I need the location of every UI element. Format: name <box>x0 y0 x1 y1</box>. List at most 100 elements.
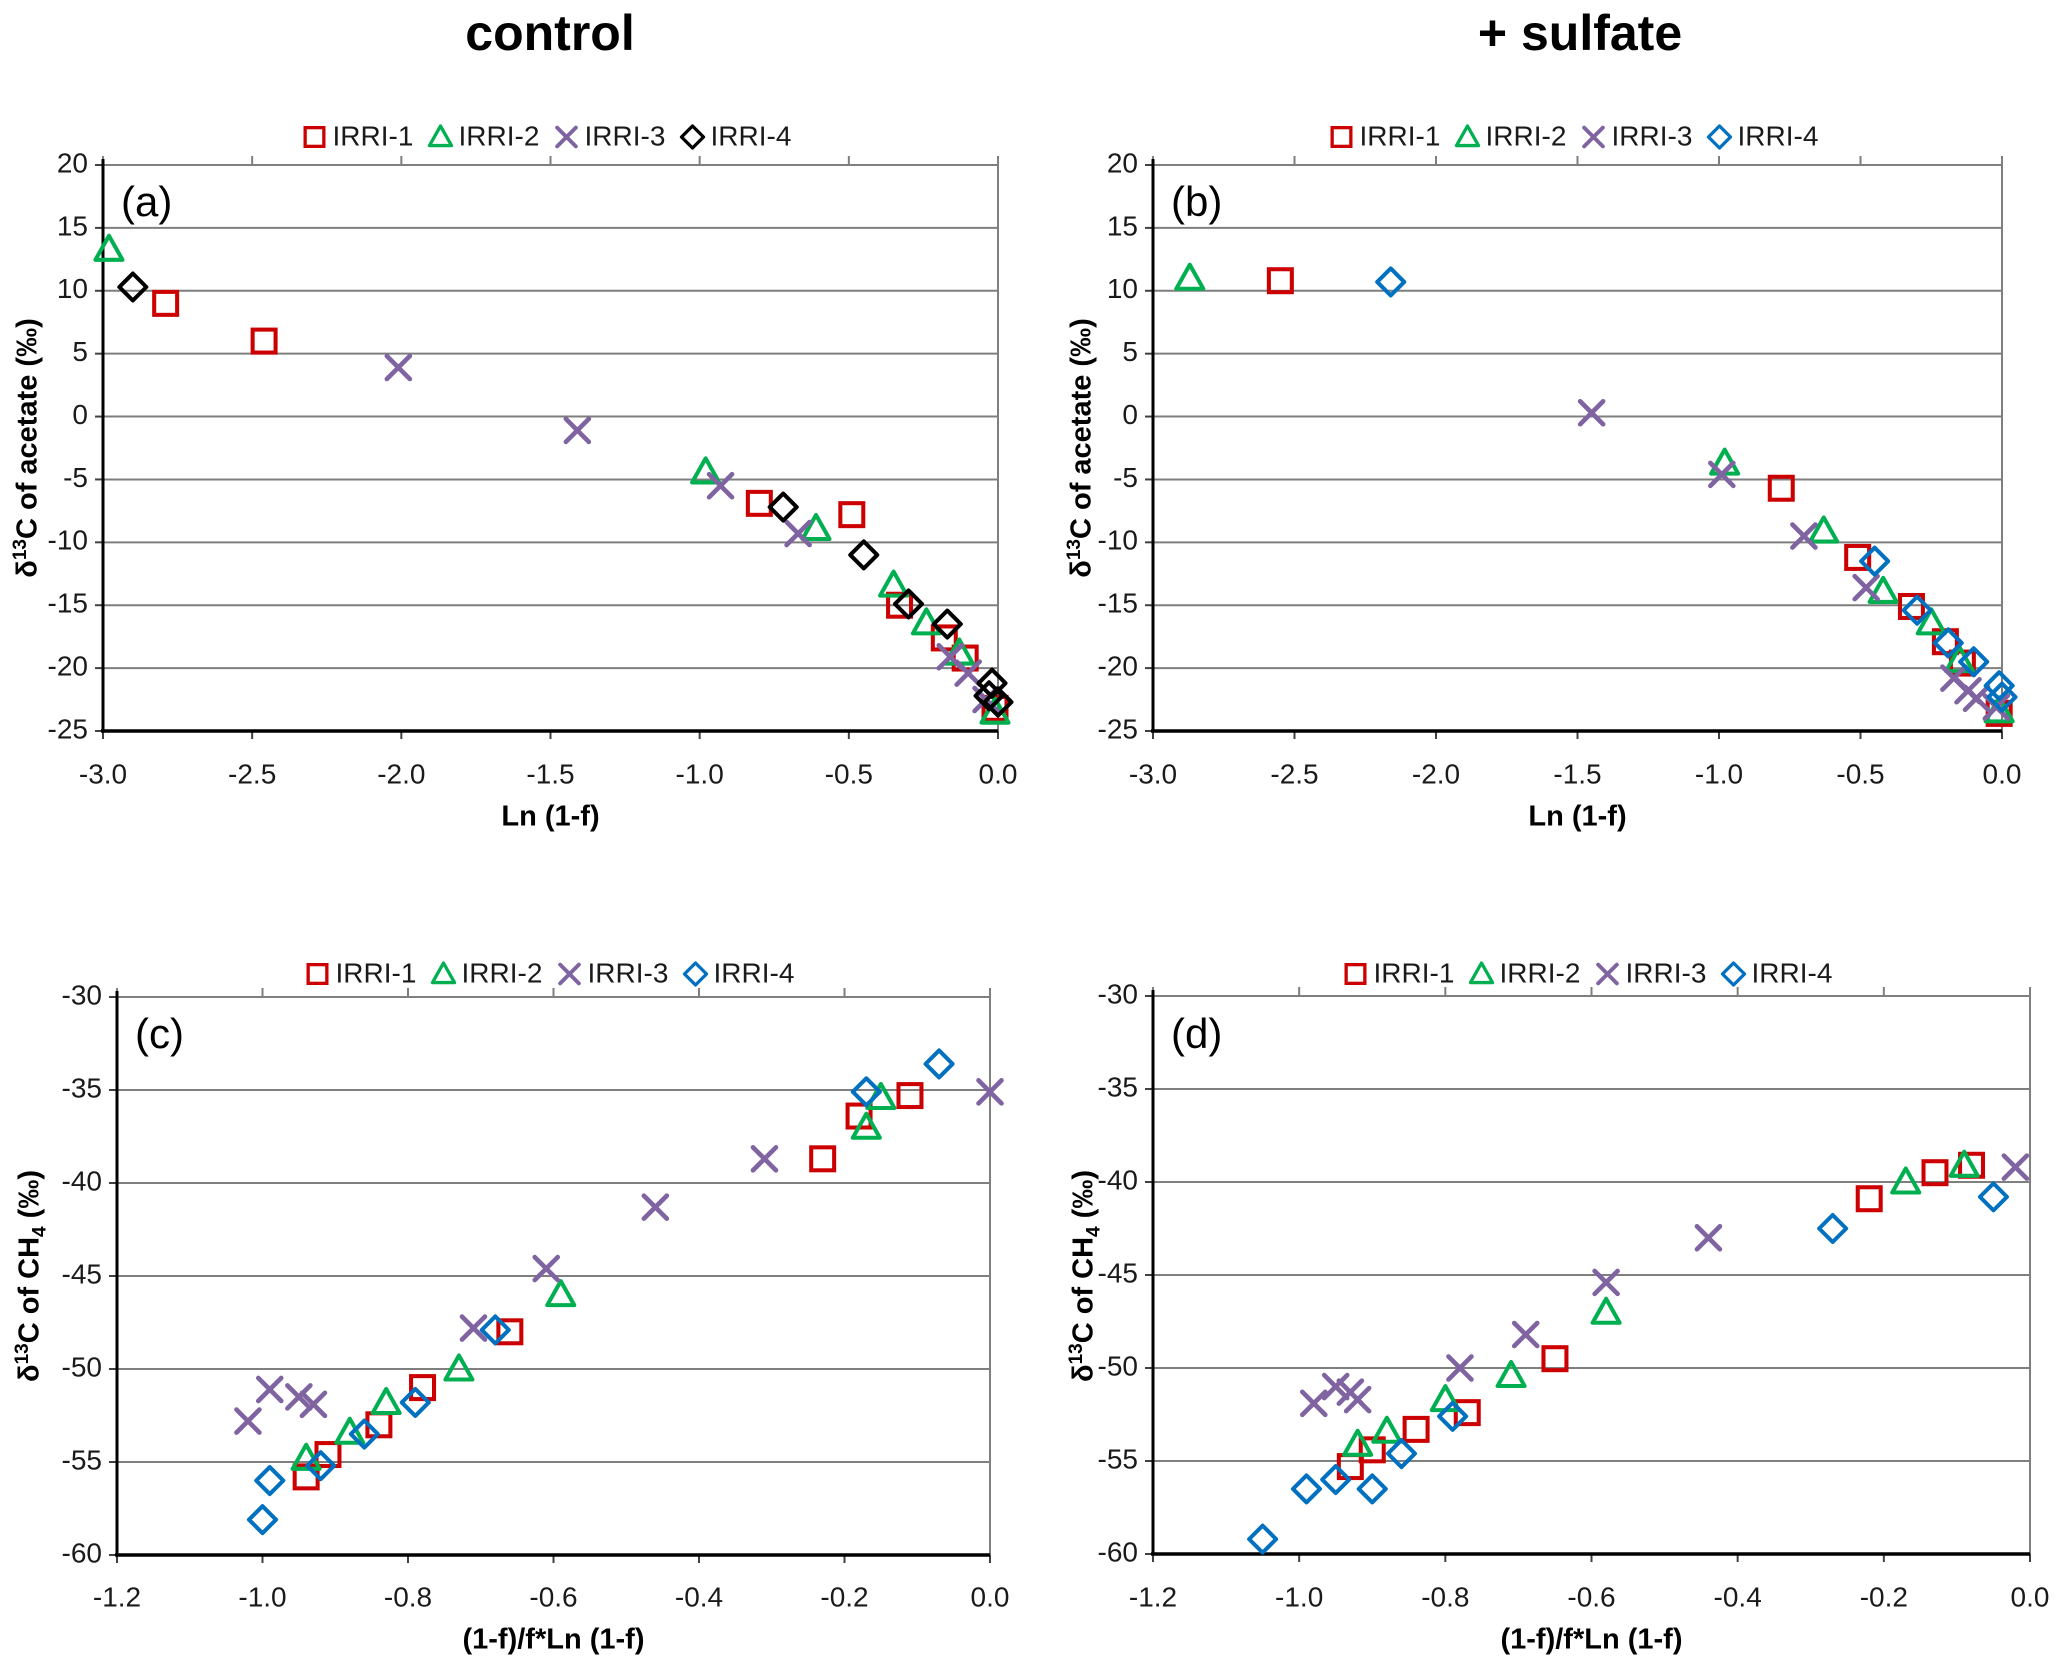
y-tick-label: -15 <box>1098 588 1138 619</box>
x-tick-label: -2.5 <box>228 758 276 789</box>
series-IRRI-1 <box>152 289 1009 722</box>
data-point-IRRI-1 <box>809 1145 837 1173</box>
x-tick-label: -0.6 <box>1567 1581 1615 1612</box>
legend-marker-IRRI-1 <box>1344 963 1367 986</box>
data-point-IRRI-4 <box>246 1504 279 1536</box>
y-tick-label: 10 <box>1107 273 1138 304</box>
x-tick-label: -1.0 <box>238 1581 286 1612</box>
data-point-IRRI-2 <box>370 1386 402 1416</box>
data-point-IRRI-4 <box>1375 266 1407 298</box>
data-point-IRRI-2 <box>690 456 722 485</box>
data-point-IRRI-4 <box>1320 1464 1352 1496</box>
data-point-IRRI-3 <box>1511 1320 1540 1349</box>
legend-marker-IRRI-1 <box>303 126 326 149</box>
data-point-IRRI-3 <box>563 416 592 445</box>
data-point-IRRI-2 <box>850 1111 882 1140</box>
data-point-IRRI-2 <box>1948 1149 1980 1178</box>
legend-d: IRRI-1 IRRI-2 IRRI-3 IRRI-4 <box>1344 957 1832 988</box>
data-point-IRRI-3 <box>954 659 982 687</box>
legend-label-IRRI-2: IRRI-2 <box>1500 957 1581 988</box>
data-point-IRRI-3 <box>1592 1268 1620 1297</box>
legend-label-IRRI-4: IRRI-4 <box>711 120 792 151</box>
data-point-IRRI-3 <box>784 519 812 548</box>
data-point-IRRI-3 <box>750 1145 779 1173</box>
legend-a: IRRI-1 IRRI-2 IRRI-3 IRRI-4 <box>303 120 792 151</box>
y-tick-label: -10 <box>48 525 88 556</box>
legend-marker-IRRI-3 <box>558 962 581 986</box>
panel-b: -3.0 -2.5 -2.0 -1.5 -1.0 -0.5 0.0 20 15 10 5 0 -5 -10… <box>1098 120 2022 832</box>
x-axis-title: (1-f)/f*Ln (1-f) <box>462 1624 644 1656</box>
y-tick-label: 5 <box>1122 336 1138 367</box>
data-point-IRRI-3 <box>459 1314 488 1342</box>
data-point-IRRI-3 <box>384 353 413 382</box>
legend-b: IRRI-1 IRRI-2 IRRI-3 IRRI-4 <box>1330 120 1818 151</box>
panel-letter-a: (a) <box>121 178 173 225</box>
data-point-IRRI-1 <box>1358 1436 1386 1464</box>
data-point-IRRI-4 <box>1385 1438 1418 1470</box>
legend-marker-IRRI-4 <box>682 961 709 987</box>
x-tick-label: -3.0 <box>79 758 127 789</box>
legend-marker-IRRI-2 <box>1454 124 1481 148</box>
data-point-IRRI-1 <box>1453 1399 1481 1427</box>
panel-letter-c: (c) <box>135 1010 184 1057</box>
data-point-IRRI-2 <box>1371 1415 1403 1444</box>
y-tick-label: -40 <box>62 1165 102 1196</box>
data-point-IRRI-2 <box>1890 1166 1922 1195</box>
group-title-sulfate: + sulfate <box>1477 5 1683 61</box>
legend-label-IRRI-1: IRRI-1 <box>333 120 414 151</box>
panel-letter-b: (b) <box>1171 178 1223 225</box>
data-point-IRRI-4 <box>254 1465 286 1497</box>
data-point-IRRI-3 <box>1790 522 1818 550</box>
y-tick-label: -35 <box>62 1072 102 1103</box>
series-IRRI-1 <box>292 1082 924 1491</box>
y-tick-label: 15 <box>57 210 88 241</box>
y-tick-label: -55 <box>62 1444 102 1475</box>
x-tick-label: -0.5 <box>825 758 873 789</box>
data-point-IRRI-4 <box>1986 681 2018 713</box>
data-point-IRRI-1 <box>152 289 180 317</box>
legend-marker-IRRI-2 <box>427 124 454 148</box>
data-point-IRRI-3 <box>1694 1223 1723 1252</box>
y-tick-label: -45 <box>62 1258 102 1289</box>
legend-label-IRRI-3: IRRI-3 <box>1612 120 1693 151</box>
legend-marker-IRRI-3 <box>555 125 578 149</box>
legend-label-IRRI-3: IRRI-3 <box>585 120 666 151</box>
legend-label-IRRI-4: IRRI-4 <box>714 957 795 988</box>
data-point-IRRI-2 <box>878 569 910 598</box>
data-point-IRRI-1 <box>1266 267 1294 295</box>
data-point-IRRI-4 <box>1977 1181 2009 1213</box>
legend-marker-IRRI-4 <box>1720 961 1747 987</box>
data-point-IRRI-4 <box>1983 670 2015 702</box>
data-point-IRRI-4 <box>479 1314 511 1346</box>
data-point-IRRI-1 <box>1767 474 1795 502</box>
legend-c: IRRI-1 IRRI-2 IRRI-3 IRRI-4 <box>306 957 795 988</box>
data-point-IRRI-1 <box>496 1318 524 1346</box>
y-tick-label: 15 <box>1107 210 1138 241</box>
series-IRRI-3 <box>1577 398 2011 721</box>
legend-label-IRRI-1: IRRI-1 <box>1360 120 1441 151</box>
data-point-IRRI-4 <box>1901 594 1933 626</box>
x-tick-label: 0.0 <box>971 1581 1010 1612</box>
data-point-IRRI-2 <box>334 1416 366 1445</box>
data-point-IRRI-1 <box>745 489 773 517</box>
data-point-IRRI-4 <box>1817 1212 1849 1245</box>
y-tick-label: -60 <box>1098 1536 1138 1567</box>
legend-marker-IRRI-2 <box>430 961 457 985</box>
x-tick-label: -0.5 <box>1836 758 1884 789</box>
data-point-IRRI-4 <box>892 588 925 620</box>
data-point-IRRI-3 <box>234 1407 262 1435</box>
data-point-IRRI-3 <box>1962 684 1991 713</box>
data-point-IRRI-2 <box>1915 607 1947 636</box>
x-tick-label: -0.8 <box>384 1581 432 1612</box>
y-tick-label: -5 <box>63 462 88 493</box>
data-point-IRRI-4 <box>1290 1473 1322 1505</box>
y-tick-label: 5 <box>72 336 88 367</box>
series-IRRI-4 <box>117 271 1014 718</box>
legend-marker-IRRI-1 <box>306 963 329 986</box>
data-point-IRRI-2 <box>1342 1428 1374 1457</box>
data-point-IRRI-4 <box>117 271 149 303</box>
y-tick-label: 20 <box>1107 147 1138 178</box>
data-point-IRRI-1 <box>1921 1159 1949 1187</box>
x-tick-label: -2.0 <box>1412 758 1460 789</box>
